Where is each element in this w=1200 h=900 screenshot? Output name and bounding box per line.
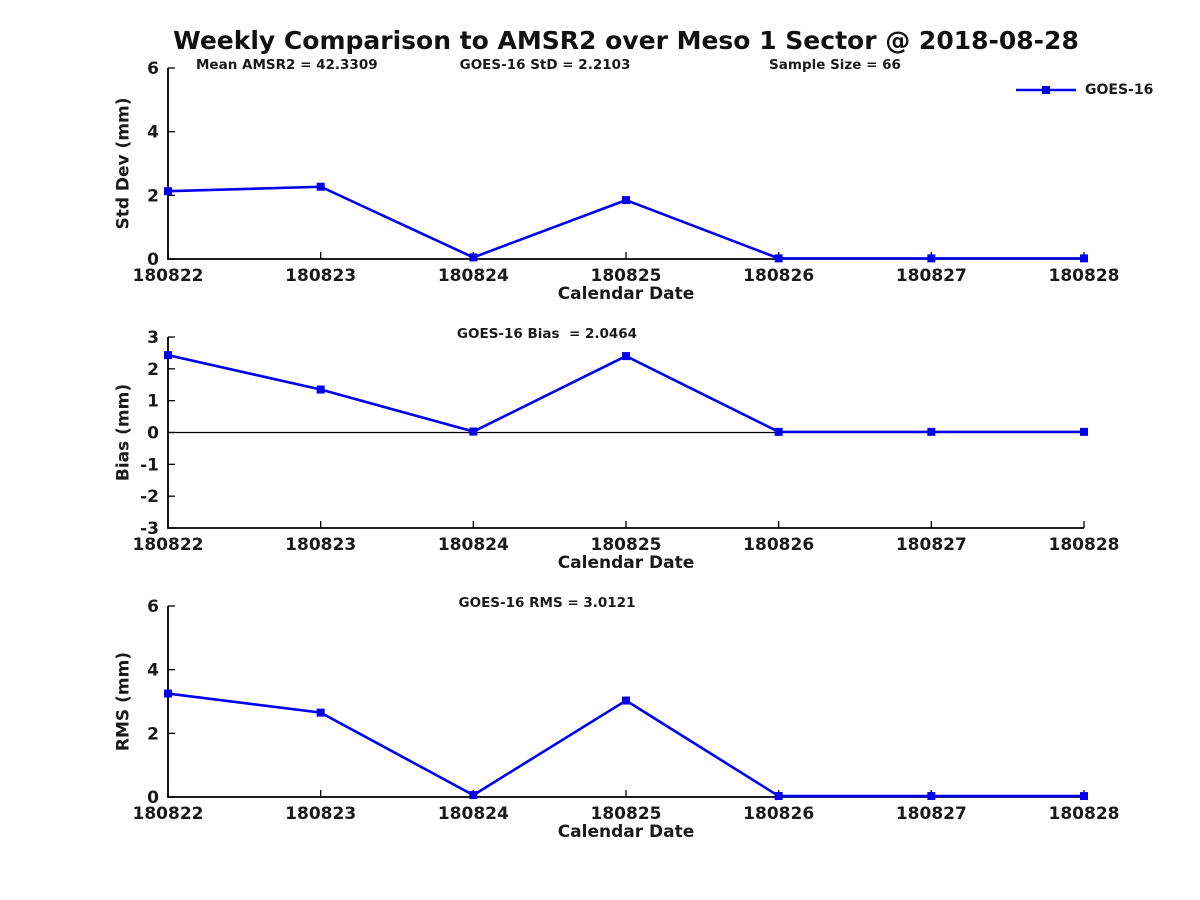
y-tick-label: 0	[147, 250, 159, 270]
x-tick-label: 180828	[1049, 804, 1120, 824]
axis-spine	[167, 68, 1084, 260]
x-tick-label: 180823	[285, 804, 356, 824]
x-tick-label: 180822	[133, 266, 204, 286]
x-tick-label: 180826	[743, 535, 814, 555]
x-axis-label-2: Calendar Date	[557, 553, 695, 573]
legend-label: GOES-16	[1085, 82, 1154, 98]
x-tick-label: 180825	[591, 266, 662, 286]
data-point-marker	[469, 791, 478, 800]
x-tick-label: 180824	[438, 804, 509, 824]
x-tick-label: 180826	[743, 804, 814, 824]
data-point-marker	[927, 254, 936, 263]
data-point-marker	[469, 253, 478, 262]
legend-line-marker-icon	[1016, 86, 1076, 94]
figure-title: Weekly Comparison to AMSR2 over Meso 1 S…	[173, 26, 1079, 55]
annotation-sample-size: Sample Size = 66	[769, 57, 901, 73]
y-tick-label: -2	[140, 487, 159, 507]
y-tick-label: 0	[147, 788, 159, 808]
x-tick-label: 180822	[133, 804, 204, 824]
y-tick-label: 1	[147, 392, 159, 412]
legend: GOES-16	[1014, 81, 1153, 99]
y-tick-label: 3	[147, 328, 159, 348]
data-point-marker	[1080, 792, 1088, 801]
data-point-marker	[774, 254, 783, 263]
data-point-marker	[164, 351, 172, 360]
x-tick-label: 180827	[896, 266, 967, 286]
data-point-marker	[622, 696, 630, 705]
annotation-goes16-bias: GOES-16 Bias = 2.0464	[456, 326, 638, 342]
x-tick-label: 180828	[1049, 266, 1120, 286]
y-tick-label: 2	[147, 360, 159, 380]
y-axis-label-bias: Bias (mm)	[113, 383, 134, 482]
y-tick-label: 6	[147, 59, 159, 79]
x-tick-label: 180823	[285, 535, 356, 555]
x-tick-label: 180827	[896, 535, 967, 555]
annotation-goes16-rms: GOES-16 RMS = 3.0121	[458, 595, 636, 611]
data-point-marker	[316, 708, 325, 717]
series-line	[167, 692, 1084, 798]
x-tick-label: 180822	[133, 535, 204, 555]
data-point-marker	[622, 196, 630, 205]
y-tick-label: 0	[147, 424, 159, 444]
series-line	[167, 353, 1084, 434]
x-tick-label: 180824	[438, 266, 509, 286]
data-point-marker	[469, 427, 478, 436]
y-axis-label-rms: RMS (mm)	[113, 651, 134, 752]
y-tick-label: -3	[140, 519, 159, 539]
y-tick-label: 2	[147, 724, 159, 744]
data-point-marker	[1080, 427, 1088, 436]
annotation-mean-amsr2: Mean AMSR2 = 42.3309	[196, 57, 378, 73]
data-point-marker	[927, 792, 936, 801]
y-tick-label: -1	[140, 455, 159, 475]
data-point-marker	[316, 385, 325, 394]
data-point-marker	[1080, 254, 1088, 263]
y-tick-label: 4	[147, 123, 159, 143]
x-tick-label: 180826	[743, 266, 814, 286]
data-point-marker	[774, 427, 783, 436]
y-tick-label: 2	[147, 186, 159, 206]
x-axis-label-3: Calendar Date	[557, 822, 695, 842]
data-point-marker	[164, 689, 172, 698]
x-tick-label: 180825	[591, 535, 662, 555]
subplot-3: 0 2 4 6 180822 180823 180824 180825 180826 180827…	[133, 597, 1120, 824]
annotation-goes16-std: GOES-16 StD = 2.2103	[459, 57, 631, 73]
x-axis-label-1: Calendar Date	[557, 284, 695, 304]
data-point-marker	[774, 792, 783, 801]
data-point-marker	[622, 352, 630, 361]
x-tick-label: 180823	[285, 266, 356, 286]
subplot-2: -3 -2 -1 0 1 2 3 180822 180823 180824 180825 180826…	[133, 328, 1120, 555]
data-point-marker	[164, 187, 172, 196]
y-tick-label: 4	[147, 661, 159, 681]
y-tick-label: 6	[147, 597, 159, 617]
x-tick-label: 180828	[1049, 535, 1120, 555]
x-tick-label: 180825	[591, 804, 662, 824]
y-axis-label-stddev: Std Dev (mm)	[113, 97, 134, 230]
subplot-1: 0 2 4 6 180822 180823 180824 180825 180826 180827…	[133, 59, 1120, 286]
x-tick-label: 180827	[896, 804, 967, 824]
data-point-marker	[316, 182, 325, 191]
data-point-marker	[927, 427, 936, 436]
x-tick-label: 180824	[438, 535, 509, 555]
